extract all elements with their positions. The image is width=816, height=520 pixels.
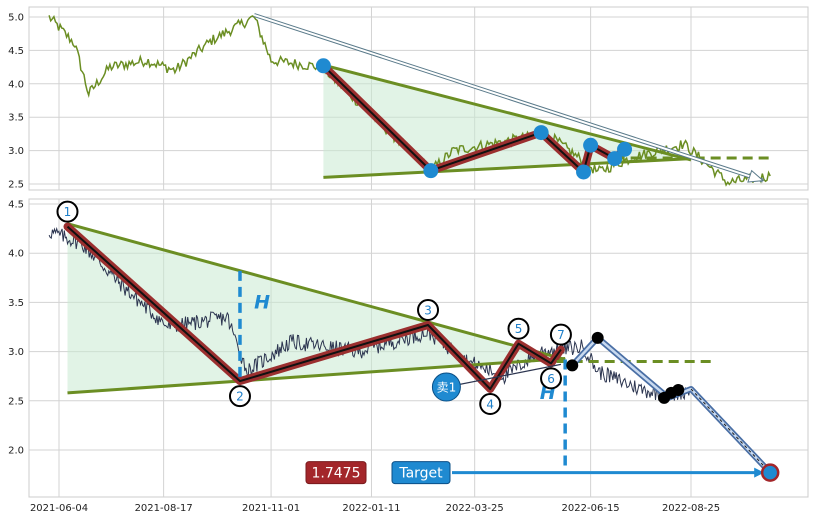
pivot-marker-6: 6 <box>540 367 563 390</box>
top-y-tick-label: 4.5 <box>8 46 24 57</box>
top-y-axis: 2.5 3.0 3.5 4.0 4.5 5.0 <box>8 13 24 191</box>
bottom-black-dots <box>566 331 685 404</box>
height-marker-label: H <box>254 291 270 313</box>
bottom-triangle-lower-line <box>67 356 566 395</box>
bottom-y-tick-label: 2.0 <box>8 446 24 457</box>
bottom-y-tick-label: 4.5 <box>8 200 24 211</box>
bottom-y-tick-label: 2.5 <box>8 396 24 407</box>
top-pivot-dot <box>315 58 331 74</box>
pivot-marker-label: 5 <box>515 322 523 336</box>
bottom-x-tick-label: 2022-06-15 <box>562 503 620 514</box>
sell-marker-circle <box>431 372 461 402</box>
top-trend-arrow-head <box>747 169 765 183</box>
top-panel: 2.5 3.0 3.5 4.0 4.5 5.0 <box>8 6 809 191</box>
top-y-tick-label: 3.5 <box>8 113 24 124</box>
bottom-y-tick-label: 3.5 <box>8 298 24 309</box>
top-y-tick-label: 5.0 <box>8 13 24 24</box>
target-arrow-head <box>754 467 765 478</box>
pivot-marker-label: 4 <box>486 397 494 411</box>
top-pivot-dot <box>607 151 623 167</box>
target-label-box <box>391 461 451 485</box>
top-trend-arrow <box>253 13 765 183</box>
bottom-panel: 2.02.53.03.54.04.5 2021-06-04 2021-08-17 2… <box>8 198 809 514</box>
bottom-y-tick-label: 4.0 <box>8 249 24 260</box>
bottom-x-tick-label: 2021-11-01 <box>242 503 300 514</box>
bottom-x-tick-label: 2021-06-04 <box>30 503 88 514</box>
pivot-marker-label: 7 <box>557 328 565 342</box>
pivot-marker-circle <box>549 323 572 346</box>
target-label: Target <box>398 466 443 482</box>
top-pivot-dot <box>617 141 633 157</box>
pivot-marker-1: 1 <box>56 200 79 223</box>
bottom-forecast-dashed-segment <box>690 388 771 473</box>
target-value-label: 1.7475 <box>312 466 361 482</box>
bottom-x-tick-label: 2022-03-25 <box>446 503 504 514</box>
sell-marker-label: 卖1 <box>437 381 457 395</box>
pivot-marker-circle <box>417 299 440 322</box>
pivot-marker-3: 3 <box>417 299 440 322</box>
pivot-marker-circle <box>479 392 502 415</box>
bottom-y-tick-label: 3.0 <box>8 347 24 358</box>
target-marker <box>760 463 780 482</box>
top-pivot-dot <box>533 125 549 141</box>
bottom-zigzag-line <box>66 225 562 390</box>
pivot-marker-5: 5 <box>507 317 530 340</box>
bottom-triangle-fill <box>67 223 566 393</box>
bottom-y-axis: 2.0 2.5 3.0 3.5 4.0 4.5 <box>8 200 24 457</box>
top-y-tick-label: 2.5 <box>8 180 24 191</box>
top-pivot-markers <box>315 58 633 180</box>
black-dot <box>591 331 604 344</box>
black-dot <box>672 383 685 396</box>
pivot-marker-circle <box>228 385 251 408</box>
pivot-marker-label: 2 <box>236 390 244 404</box>
bottom-height-markers: HH <box>238 270 567 473</box>
pivot-marker-2: 2 <box>228 385 251 408</box>
top-pivot-dot <box>423 163 439 179</box>
pivot-marker-circle <box>540 367 563 390</box>
bottom-x-axis: 2021-06-04 2021-08-17 2021-11-01 2022-01-11… <box>30 503 720 514</box>
bottom-triangle-upper-line <box>67 222 566 361</box>
bottom-pivot-markers: 1 2 3 4 5 6 7 <box>56 200 572 415</box>
target-annotation: 1.7475 Target <box>305 461 780 485</box>
pivot-marker-4: 4 <box>479 392 502 415</box>
pivot-marker-label: 1 <box>64 205 72 219</box>
bottom-x-tick-label: 2021-08-17 <box>135 503 193 514</box>
target-value-box <box>305 461 367 485</box>
sell-marker-connector <box>446 363 562 388</box>
bottom-x-tick-label: 2022-01-11 <box>342 503 400 514</box>
black-dot <box>566 359 579 372</box>
pivot-marker-label: 3 <box>424 304 432 318</box>
top-y-tick-label: 4.0 <box>8 79 24 90</box>
top-pivot-dot <box>576 164 592 180</box>
pivot-marker-7: 7 <box>549 323 572 346</box>
sell-marker: 卖1 <box>431 363 562 402</box>
pivot-marker-circle <box>56 200 79 223</box>
pivot-marker-label: 6 <box>547 372 555 386</box>
top-pivot-dot <box>583 137 599 153</box>
top-trend-arrow-shaft <box>253 14 764 182</box>
bottom-x-tick-label: 2022-08-25 <box>662 503 720 514</box>
top-y-tick-label: 3.0 <box>8 146 24 157</box>
pivot-marker-circle <box>507 317 530 340</box>
